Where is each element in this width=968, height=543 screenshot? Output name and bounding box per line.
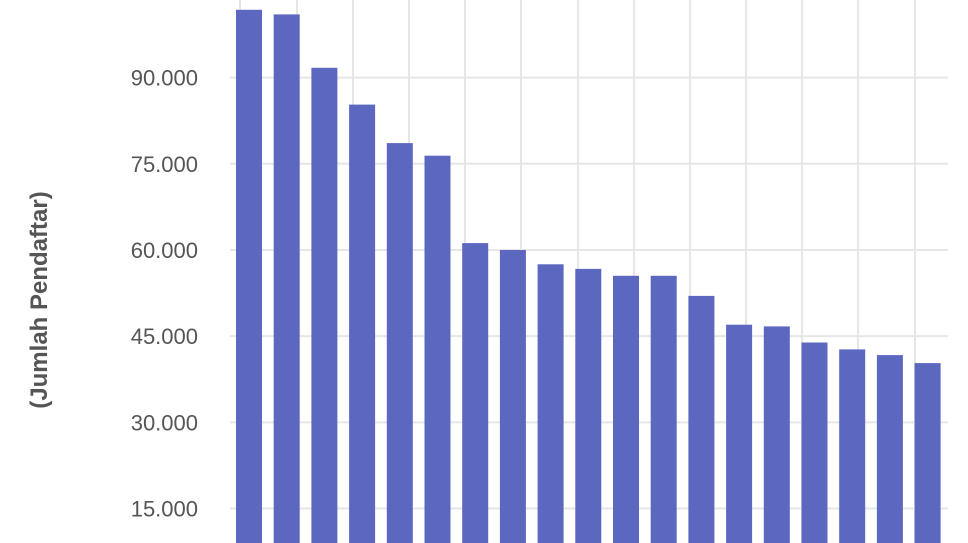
bar[interactable] [537,264,564,543]
y-tick-labels: 15.000 30.000 45.000 60.000 75.000 90.000 105.… [118,0,198,522]
y-axis-title: (Jumlah Pendaftar) [26,191,53,408]
bar[interactable] [876,355,903,543]
bar[interactable] [311,67,338,543]
bar[interactable] [424,155,451,543]
bar[interactable] [650,275,677,543]
bar[interactable] [688,295,715,543]
bar[interactable] [499,250,526,543]
bar[interactable] [801,342,828,543]
bars-layer [236,9,941,543]
bar[interactable] [273,14,300,543]
bar[interactable] [386,143,413,543]
bar[interactable] [575,268,602,543]
y-tick-label: 15.000 [131,497,198,522]
y-tick-label: 45.000 [131,324,198,349]
y-tick-label: 75.000 [131,152,198,177]
bar[interactable] [349,104,376,543]
bar[interactable] [839,349,866,543]
y-tick-label: 105.000 [118,0,198,4]
bar[interactable] [462,243,489,543]
y-tick-label: 60.000 [131,238,198,263]
bar[interactable] [236,9,262,543]
y-tick-label: 90.000 [131,66,198,91]
y-tick-label: 30.000 [131,410,198,435]
bar[interactable] [914,363,941,543]
bar[interactable] [613,275,639,543]
bar[interactable] [726,324,753,543]
bar[interactable] [763,326,790,543]
